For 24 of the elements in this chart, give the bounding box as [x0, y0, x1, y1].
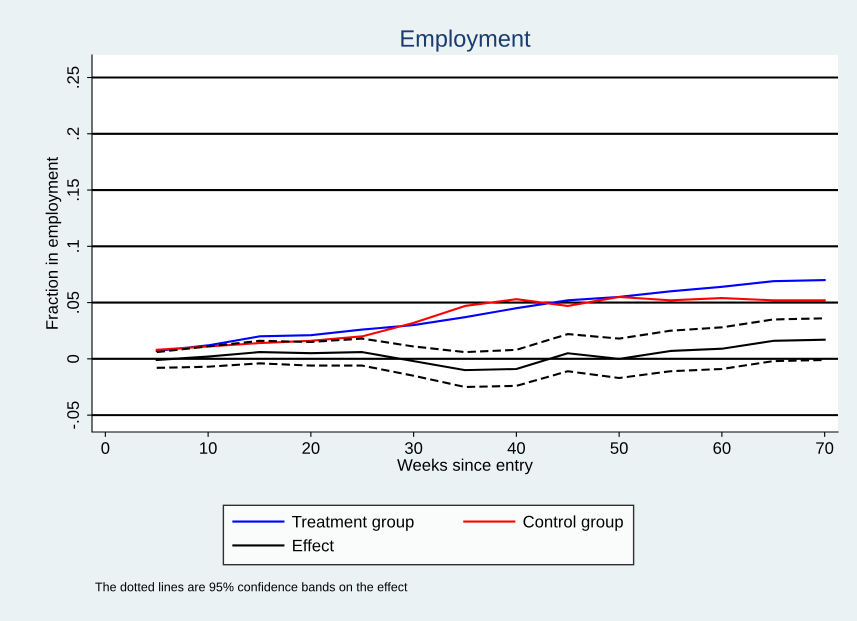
chart-title: Employment — [401, 30, 530, 52]
y-tick-label: .2 — [67, 128, 79, 140]
legend-label: Control group — [523, 515, 623, 531]
text: The dotted lines are 95% confidence bands on the effect — [95, 582, 408, 592]
line-series — [156, 279, 826, 352]
x-tick-label: 30 — [404, 442, 422, 454]
y-tick-label: .1 — [67, 240, 79, 252]
x-tick-label: 60 — [713, 442, 731, 454]
y-tick-label: .25 — [67, 66, 79, 88]
x-tick-label: 10 — [200, 442, 217, 454]
y-tick-label: -.05 — [67, 401, 79, 429]
x-tick-label: 20 — [302, 442, 320, 454]
y-tick-label: .15 — [67, 179, 79, 200]
x-tick-label: 70 — [816, 442, 834, 454]
line-series — [156, 296, 826, 351]
legend-label: Treatment group — [292, 516, 414, 531]
y-tick-label: 0 — [67, 354, 79, 363]
x-tick-label: 0 — [101, 442, 110, 454]
x-tick-label: 40 — [507, 442, 525, 454]
y-tick-label: .05 — [67, 292, 79, 313]
legend-label: Effect — [293, 539, 334, 552]
x-tick-label: 50 — [610, 442, 628, 454]
x-axis-title: Weeks since entry — [397, 458, 533, 474]
y-axis-title: Fraction in employment — [46, 157, 62, 329]
